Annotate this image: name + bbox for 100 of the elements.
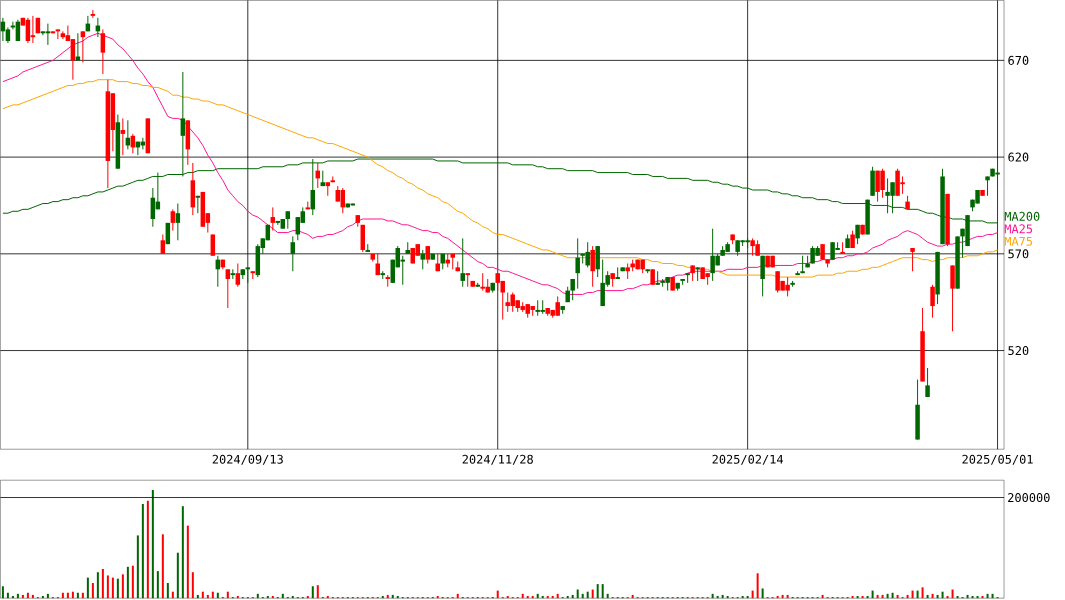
candlestick — [930, 284, 935, 319]
bar — [211, 591, 214, 599]
bar — [326, 595, 329, 599]
bar — [6, 592, 9, 599]
bar — [71, 591, 74, 599]
bar — [136, 535, 139, 599]
candlestick — [760, 255, 765, 297]
bar — [936, 594, 939, 599]
bar — [171, 591, 174, 599]
bar — [216, 592, 219, 599]
bar — [601, 584, 604, 599]
y-tick-label: 570 — [1008, 249, 1029, 259]
candlestick — [225, 268, 231, 309]
bar — [266, 595, 269, 599]
bar — [591, 589, 594, 599]
bar — [196, 594, 199, 599]
bar — [96, 572, 99, 599]
bar — [716, 595, 719, 599]
bar — [741, 595, 744, 599]
bar — [781, 594, 784, 599]
bar — [26, 592, 29, 599]
bar — [506, 595, 509, 599]
x-tick-label: 2024/09/13 — [212, 454, 283, 465]
bar — [61, 592, 64, 599]
bar — [541, 595, 544, 599]
bar — [1, 586, 4, 599]
bar — [981, 595, 984, 599]
candlestick — [170, 208, 176, 232]
candlestick — [210, 233, 216, 257]
candlestick — [925, 367, 930, 398]
bar — [311, 586, 314, 599]
candlestick — [420, 249, 425, 270]
bar — [496, 590, 499, 599]
bar — [721, 594, 724, 599]
candlestick — [160, 233, 166, 255]
bar — [966, 594, 969, 599]
series-label: MA25 — [1004, 224, 1033, 234]
bar — [91, 582, 94, 599]
candlestick — [460, 237, 465, 288]
bar — [206, 594, 209, 599]
y-tick-label: 620 — [1008, 152, 1029, 162]
bar — [121, 574, 124, 599]
bar — [66, 592, 69, 599]
bar — [876, 594, 879, 599]
bar — [176, 552, 179, 599]
bar — [201, 591, 204, 599]
bar — [31, 594, 34, 599]
x-tick-label: 2024/11/28 — [462, 454, 533, 465]
candlestick — [175, 202, 181, 241]
candlestick — [60, 30, 66, 40]
bar — [926, 594, 929, 599]
bar — [856, 595, 859, 599]
bar — [526, 595, 529, 599]
bar — [821, 594, 824, 599]
candlestick — [80, 30, 86, 63]
bar — [726, 595, 729, 599]
candlestick — [235, 262, 241, 288]
bar — [86, 577, 89, 599]
bar — [126, 566, 129, 599]
bar — [866, 595, 869, 599]
bar — [81, 592, 84, 599]
candlestick — [595, 245, 600, 278]
bar — [906, 594, 909, 599]
bar — [861, 595, 864, 599]
bar — [761, 588, 764, 599]
bar — [976, 595, 979, 599]
bar — [151, 489, 154, 599]
bar — [111, 577, 114, 599]
bar — [21, 594, 24, 599]
bar — [161, 534, 164, 599]
bar — [921, 587, 924, 599]
candlestick — [75, 32, 81, 61]
bar — [166, 582, 169, 599]
bar — [316, 585, 319, 599]
candlestick — [950, 264, 955, 332]
candlestick — [290, 235, 296, 272]
bar — [546, 595, 549, 599]
bar — [786, 594, 789, 599]
bar — [551, 595, 554, 599]
bar — [436, 595, 439, 599]
y-tick-label: 520 — [1008, 345, 1029, 355]
bar — [41, 595, 44, 599]
bar — [881, 594, 884, 599]
bar — [956, 595, 959, 599]
bar — [751, 590, 754, 599]
bar — [236, 595, 239, 599]
bar — [971, 595, 974, 599]
bar — [631, 594, 634, 599]
x-tick-label: 2025/02/14 — [712, 454, 784, 465]
bar — [101, 568, 104, 599]
bar — [756, 573, 759, 599]
bar — [381, 595, 384, 599]
bar — [386, 594, 389, 599]
bar — [916, 590, 919, 599]
bar — [131, 565, 134, 599]
candlestick — [100, 28, 106, 75]
bar — [851, 595, 854, 599]
bar — [191, 572, 194, 599]
bar — [891, 592, 894, 599]
bar — [586, 591, 589, 599]
